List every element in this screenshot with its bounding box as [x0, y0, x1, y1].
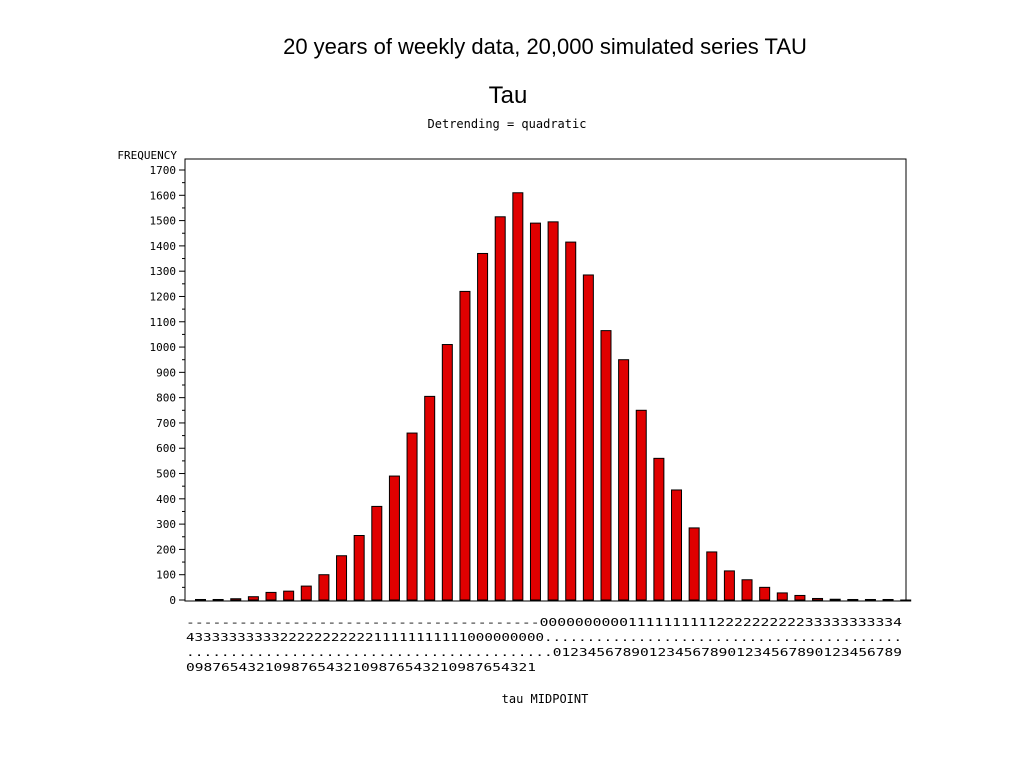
x-tick-label-row: ----------------------------------------… [186, 616, 902, 629]
histogram-bar [424, 395, 436, 601]
histogram-bar [794, 594, 806, 601]
histogram-bar [547, 221, 559, 601]
histogram-bar [283, 590, 295, 601]
y-tick-label: 1400 [150, 240, 177, 253]
histogram-bar [776, 592, 788, 601]
histogram-bar [494, 216, 506, 601]
histogram-bar [741, 579, 753, 601]
histogram-bar [371, 505, 383, 601]
x-axis-label: tau MIDPOINT [502, 692, 589, 706]
y-tick-label: 700 [156, 417, 176, 430]
histogram-bar [212, 598, 224, 601]
histogram-bar [529, 222, 541, 601]
histogram-bar [829, 598, 841, 601]
histogram-bar [318, 574, 330, 601]
y-tick-label: 200 [156, 543, 176, 556]
y-tick-label: 1600 [150, 189, 177, 202]
histogram-bar [618, 359, 630, 601]
x-tick-label-row: 0987654321098765432109876543210987654321 [186, 661, 536, 674]
y-tick-label: 600 [156, 442, 176, 455]
histogram-bar [812, 597, 824, 601]
histogram-bar [635, 409, 647, 601]
histogram-bar [300, 585, 312, 601]
histogram-bar [847, 598, 859, 601]
x-axis-tick-labels: ----------------------------------------… [186, 616, 902, 674]
y-axis: 0 100 200 300 400 500 600 700 800 900 1000 1100 1200… [150, 164, 185, 607]
histogram-bar [582, 274, 594, 601]
y-tick-label: 1200 [150, 290, 177, 303]
histogram-bar [459, 290, 471, 601]
histogram-bar [477, 252, 489, 601]
y-tick-label: 300 [156, 518, 176, 531]
histogram-bar [900, 599, 912, 602]
y-axis-label: FREQUENCY [117, 149, 177, 162]
histogram-bar [671, 489, 683, 601]
y-tick-label: 0 [169, 594, 176, 607]
histogram-bar [864, 598, 876, 601]
y-tick-label: 900 [156, 366, 176, 379]
histogram-bar [230, 598, 242, 601]
histogram-bar [353, 535, 365, 601]
y-tick-label: 100 [156, 569, 176, 582]
histogram-bar [565, 241, 577, 601]
histogram-bar [441, 344, 453, 601]
histogram-bar [653, 457, 665, 601]
y-tick-label: 1700 [150, 164, 177, 177]
histogram-bar [882, 598, 894, 601]
histogram-bar [600, 330, 612, 601]
y-tick-label: 1000 [150, 341, 177, 354]
y-tick-label: 1500 [150, 215, 177, 228]
histogram-bar [688, 527, 700, 601]
bars-group [195, 192, 912, 602]
histogram-bar [706, 551, 718, 601]
y-tick-label: 1100 [150, 316, 177, 329]
histogram-bar [247, 596, 259, 601]
histogram-bar [336, 555, 348, 601]
slide-title: 20 years of weekly data, 20,000 simulate… [283, 34, 807, 59]
y-tick-label: 800 [156, 392, 176, 405]
chart-title: Tau [489, 82, 528, 109]
histogram-bar [723, 570, 735, 601]
histogram-bar [265, 591, 277, 601]
x-tick-label-row: 4333333333322222222222111111111110000000… [186, 631, 902, 644]
histogram-bar [759, 586, 771, 601]
y-tick-label: 1300 [150, 265, 177, 278]
y-tick-label: 400 [156, 493, 176, 506]
plot-frame [184, 158, 907, 602]
y-tick-label: 500 [156, 468, 176, 481]
histogram-bar [195, 598, 206, 601]
x-tick-label-row: ........................................… [186, 646, 902, 659]
histogram-bar [406, 432, 418, 601]
histogram-bar [512, 192, 524, 601]
histogram-bar [388, 475, 400, 601]
chart-subtitle: Detrending = quadratic [428, 117, 587, 131]
